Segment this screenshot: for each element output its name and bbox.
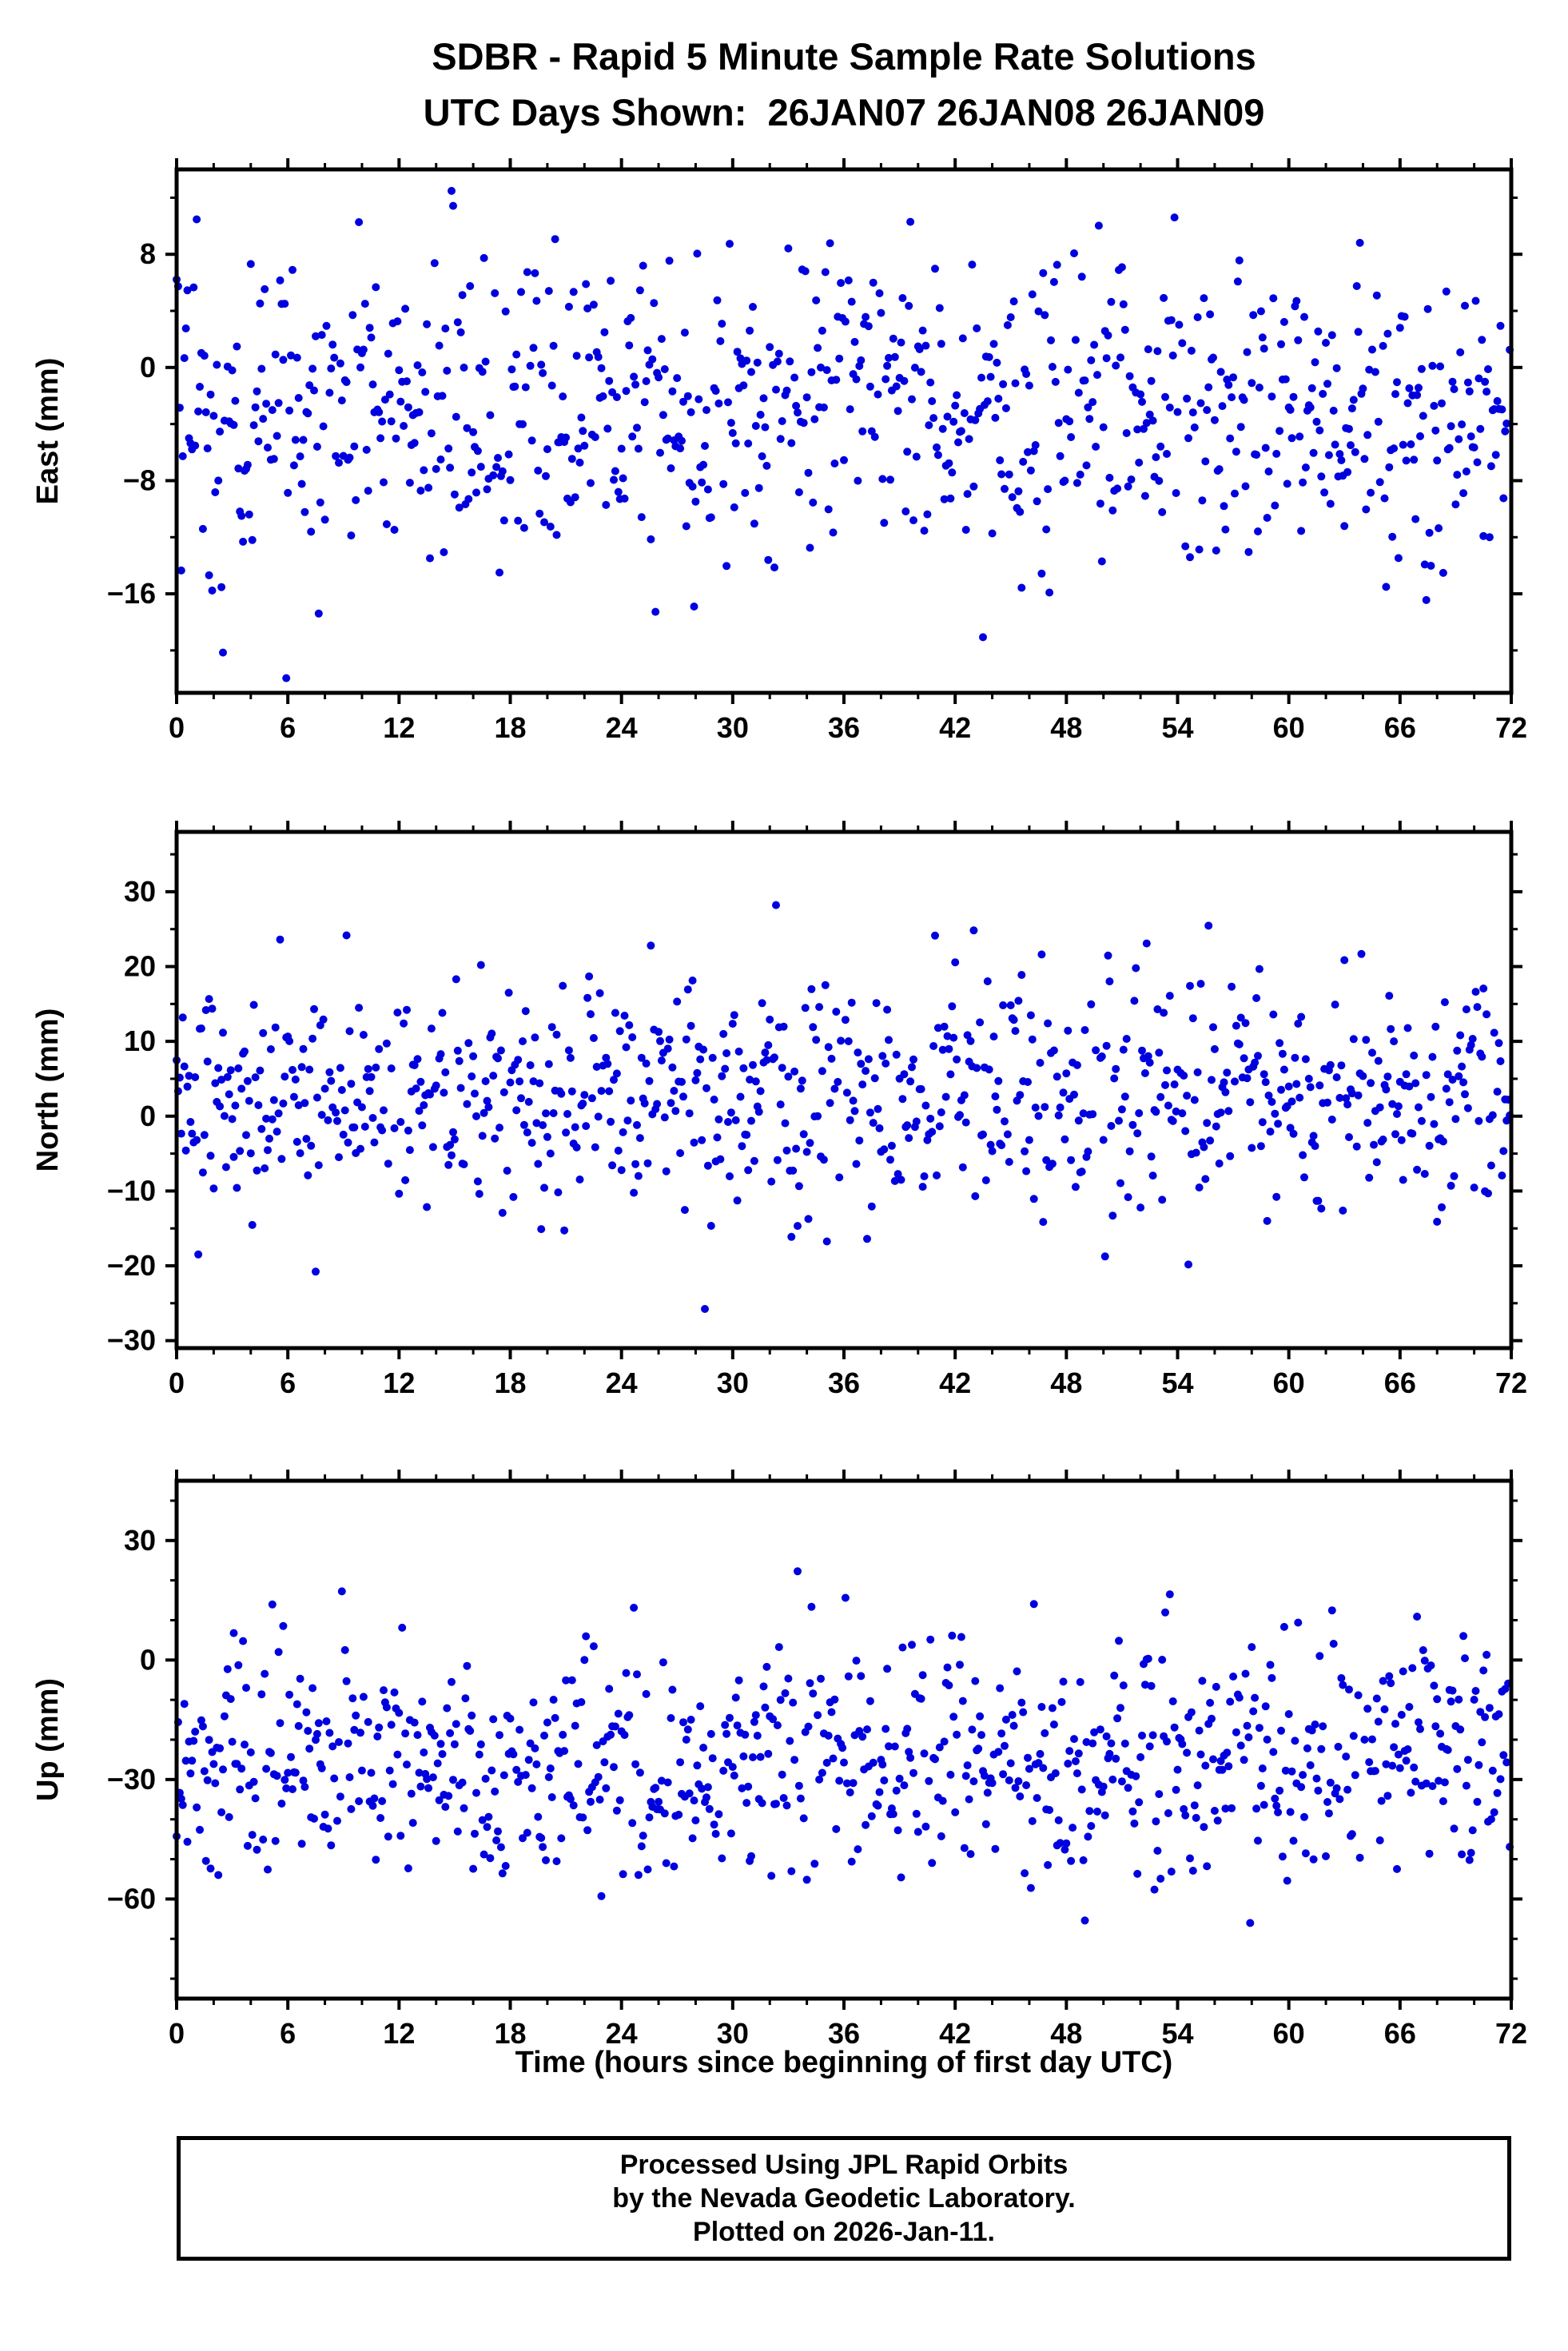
x-tick-label: 54: [1161, 2017, 1193, 2050]
y-tick-label: 0: [140, 1643, 156, 1676]
x-tick-label: 54: [1161, 711, 1193, 744]
chart-title-line1: SDBR - Rapid 5 Minute Sample Rate Soluti…: [432, 35, 1256, 78]
x-tick-label: 36: [828, 2017, 860, 2050]
x-tick-label: 66: [1384, 1366, 1416, 1399]
x-tick-label: 18: [494, 2017, 526, 2050]
x-tick-label: 42: [939, 2017, 971, 2050]
x-tick-label: 60: [1273, 711, 1305, 744]
y-axis-label: North (mm): [31, 1008, 65, 1172]
x-tick-label: 6: [280, 1366, 296, 1399]
x-tick-label: 12: [383, 1366, 415, 1399]
x-tick-label: 60: [1273, 2017, 1305, 2050]
x-tick-label: 54: [1161, 1366, 1193, 1399]
x-tick-label: 72: [1495, 1366, 1527, 1399]
y-tick-label: 0: [140, 351, 156, 384]
y-tick-label: −8: [123, 463, 156, 496]
x-tick-label: 30: [717, 2017, 749, 2050]
footer-box: Processed Using JPL Rapid Orbits by the …: [177, 2136, 1511, 2261]
x-tick-label: 6: [280, 711, 296, 744]
x-tick-label: 72: [1495, 711, 1527, 744]
x-tick-label: 36: [828, 711, 860, 744]
up-panel: 0 6 12 18 24 30 36 42 48 54 60 66 72 −60 −30 0 30 Up (mm): [31, 1470, 1527, 2050]
x-axis-title: Time (hours since beginning of first day…: [515, 2046, 1173, 2079]
scatter-points: [173, 901, 1514, 1313]
y-tick-label: 30: [124, 875, 156, 908]
footer-line1: Processed Using JPL Rapid Orbits: [619, 2150, 1069, 2180]
x-tick-label: 36: [828, 1366, 860, 1399]
x-tick-label: 66: [1384, 2017, 1416, 2050]
x-tick-label: 12: [383, 711, 415, 744]
x-tick-label: 48: [1050, 1366, 1082, 1399]
y-tick-label: −60: [107, 1882, 156, 1915]
east-panel: 0 6 12 18 24 30 36 42 48 54 60 66 72 −16 −8 0 8 East (mm): [31, 158, 1527, 744]
footer-line3: Plotted on 2026-Jan-11.: [693, 2217, 995, 2247]
y-tick-label: 20: [124, 950, 156, 983]
y-tick-label: −16: [107, 577, 156, 610]
x-tick-label: 42: [939, 711, 971, 744]
x-tick-label: 0: [169, 1366, 185, 1399]
y-axis-label: East (mm): [31, 358, 65, 505]
y-tick-label: −20: [107, 1249, 156, 1282]
y-tick-label: −30: [107, 1324, 156, 1357]
y-tick-label: 0: [140, 1100, 156, 1132]
x-tick-label: 24: [606, 711, 638, 744]
y-axis-label: Up (mm): [31, 1678, 65, 1801]
tick-labels: 0 6 12 18 24 30 36 42 48 54 60 66 72 −16 −8 0 8: [107, 237, 1527, 744]
x-tick-label: 0: [169, 711, 185, 744]
x-tick-label: 66: [1384, 711, 1416, 744]
plot-frame: [174, 167, 1514, 695]
x-tick-label: 18: [494, 1366, 526, 1399]
x-tick-label: 24: [606, 2017, 638, 2050]
y-tick-label: 30: [124, 1524, 156, 1557]
y-tick-label: −10: [107, 1174, 156, 1207]
scatter-points: [173, 186, 1514, 682]
x-tick-label: 12: [383, 2017, 415, 2050]
footer-line2: by the Nevada Geodetic Laboratory.: [612, 2183, 1076, 2214]
plot-frame: [174, 1478, 1514, 2001]
scatter-points: [173, 1567, 1514, 1927]
tick-labels: 0 6 12 18 24 30 36 42 48 54 60 66 72 −30 −20 −10 0 10 20 30: [107, 875, 1527, 1399]
plot-frame: [174, 829, 1514, 1351]
north-panel: 0 6 12 18 24 30 36 42 48 54 60 66 72 −30 −20 −10 0 10 20 30…: [31, 821, 1527, 1399]
x-tick-label: 0: [169, 2017, 185, 2050]
x-tick-label: 42: [939, 1366, 971, 1399]
x-tick-label: 72: [1495, 2017, 1527, 2050]
x-tick-label: 24: [606, 1366, 638, 1399]
chart-title-line2: UTC Days Shown: 26JAN07 26JAN08 26JAN09: [423, 91, 1265, 133]
axis-ticks: [165, 1470, 1522, 2010]
x-tick-label: 30: [717, 1366, 749, 1399]
x-tick-label: 48: [1050, 711, 1082, 744]
tick-labels: 0 6 12 18 24 30 36 42 48 54 60 66 72 −60 −30 0 30: [107, 1524, 1527, 2050]
chart-title-block: SDBR - Rapid 5 Minute Sample Rate Soluti…: [177, 29, 1511, 141]
x-tick-label: 60: [1273, 1366, 1305, 1399]
y-tick-label: 8: [140, 237, 156, 270]
x-tick-label: 30: [717, 711, 749, 744]
y-tick-label: 10: [124, 1024, 156, 1057]
x-tick-label: 6: [280, 2017, 296, 2050]
y-tick-label: −30: [107, 1763, 156, 1796]
x-tick-label: 48: [1050, 2017, 1082, 2050]
x-tick-label: 18: [494, 711, 526, 744]
